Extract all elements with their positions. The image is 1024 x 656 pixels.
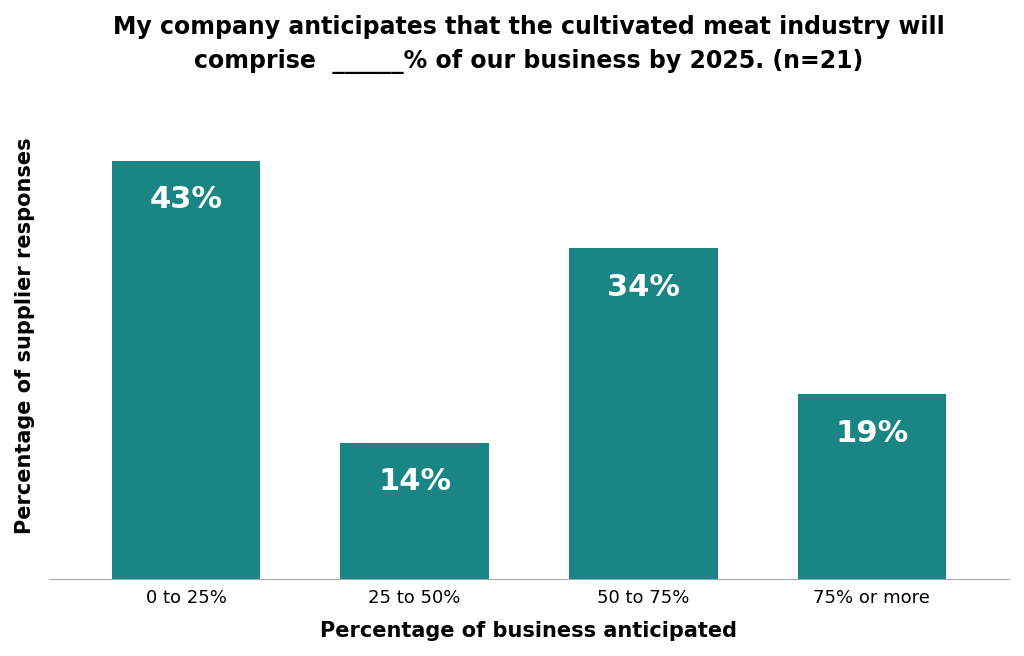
Text: 34%: 34% <box>607 273 680 302</box>
Text: 19%: 19% <box>836 419 908 447</box>
Y-axis label: Percentage of supplier responses: Percentage of supplier responses <box>15 138 35 534</box>
X-axis label: Percentage of business anticipated: Percentage of business anticipated <box>321 621 737 641</box>
Text: 43%: 43% <box>150 185 222 214</box>
Bar <box>569 249 718 579</box>
Text: 14%: 14% <box>378 468 452 497</box>
Bar <box>798 394 946 579</box>
Bar <box>112 161 260 579</box>
Bar <box>340 443 488 579</box>
Title: My company anticipates that the cultivated meat industry will
comprise  ______% : My company anticipates that the cultivat… <box>113 15 945 73</box>
